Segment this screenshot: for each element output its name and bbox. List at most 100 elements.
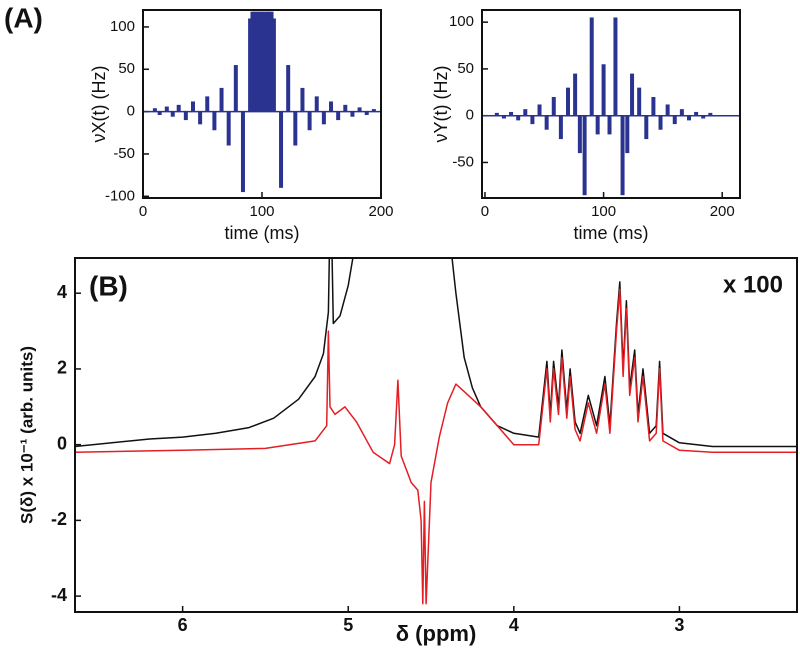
bar xyxy=(637,87,642,116)
bar xyxy=(233,65,238,112)
y-axis-label: S(δ) x 10⁻¹ (arb. units) xyxy=(17,346,36,524)
bar xyxy=(329,101,334,112)
bar xyxy=(694,111,699,116)
spectrum-line xyxy=(75,258,797,448)
bar xyxy=(644,115,649,140)
bar xyxy=(248,18,253,112)
bar xyxy=(601,64,606,116)
bar xyxy=(350,111,355,117)
bar xyxy=(364,111,369,116)
bar xyxy=(501,115,506,119)
bar xyxy=(651,96,656,116)
bar xyxy=(357,107,362,112)
plot-frame xyxy=(74,257,798,613)
x-tick-label: 3 xyxy=(674,615,684,635)
bar xyxy=(665,104,670,116)
x-axis-label: δ (ppm) xyxy=(396,621,477,646)
y-tick-label: 2 xyxy=(57,358,67,378)
bar xyxy=(494,112,499,116)
x-axis-label: time (ms) xyxy=(574,223,649,243)
bar xyxy=(257,11,262,112)
y-tick-label: 100 xyxy=(449,13,474,30)
x-tick-label: 0 xyxy=(139,203,147,220)
bar xyxy=(509,111,514,116)
bar xyxy=(152,108,157,112)
panel-label: (A) xyxy=(4,2,43,33)
bar xyxy=(176,104,181,112)
bar xyxy=(630,73,635,116)
bar xyxy=(566,87,570,116)
bar xyxy=(240,111,245,193)
spectrum-line xyxy=(75,288,797,605)
bar xyxy=(226,111,231,146)
x-tick-label: 5 xyxy=(343,615,353,635)
panel-label: (B) xyxy=(89,270,128,301)
bar xyxy=(371,109,376,112)
bar xyxy=(686,115,691,121)
bar xyxy=(577,115,582,154)
y-tick-label: -100 xyxy=(105,187,135,204)
y-axis-label: νX(t) (Hz) xyxy=(89,66,109,143)
bar xyxy=(157,111,162,116)
bar xyxy=(530,115,535,125)
bar xyxy=(293,111,298,146)
bar xyxy=(279,111,284,188)
bar xyxy=(262,11,267,112)
x-tick-label: 100 xyxy=(249,203,274,220)
annotation: x 100 xyxy=(723,271,783,298)
bar xyxy=(551,96,556,116)
y-tick-label: 50 xyxy=(118,60,135,77)
y-tick-label: -2 xyxy=(51,509,67,529)
bar xyxy=(613,17,618,116)
bar xyxy=(205,96,210,112)
y-tick-label: 50 xyxy=(457,60,474,77)
y-tick-label: 4 xyxy=(57,282,67,302)
bar xyxy=(701,115,706,119)
bar xyxy=(658,115,663,130)
bar xyxy=(343,104,348,112)
y-tick-label: 0 xyxy=(466,107,474,124)
bar xyxy=(607,115,612,135)
y-tick-label: 100 xyxy=(110,18,135,35)
bar xyxy=(260,11,264,112)
bar xyxy=(544,115,549,130)
bar xyxy=(523,109,528,116)
x-axis-label: time (ms) xyxy=(225,223,300,243)
x-tick-label: 200 xyxy=(368,203,393,220)
y-tick-label: -50 xyxy=(452,153,474,170)
bar xyxy=(190,101,195,112)
bar xyxy=(198,111,203,125)
bar xyxy=(679,109,684,116)
bar xyxy=(264,11,269,112)
plot-frame xyxy=(142,9,382,199)
x-tick-label: 100 xyxy=(591,203,616,220)
bar xyxy=(672,115,677,125)
bar xyxy=(620,115,625,196)
bar xyxy=(183,111,188,121)
bar xyxy=(708,112,713,116)
y-tick-label: -4 xyxy=(51,585,67,605)
bar xyxy=(267,11,272,112)
y-tick-label: 0 xyxy=(57,433,67,453)
x-tick-label: 6 xyxy=(178,615,188,635)
bar xyxy=(625,115,630,154)
bar xyxy=(252,11,257,112)
bar xyxy=(300,87,305,112)
plot-frame xyxy=(481,9,741,199)
bar xyxy=(219,87,224,112)
bar xyxy=(595,115,600,135)
bar xyxy=(250,11,255,112)
bar xyxy=(271,18,276,112)
bar xyxy=(573,73,578,116)
bar xyxy=(558,115,563,140)
bar xyxy=(582,115,587,196)
bar xyxy=(336,111,341,121)
bar xyxy=(286,65,291,112)
y-axis-label: νY(t) (Hz) xyxy=(431,66,451,143)
x-tick-label: 4 xyxy=(509,615,519,635)
bar xyxy=(269,11,274,112)
plot-area xyxy=(75,258,797,605)
x-tick-label: 200 xyxy=(710,203,735,220)
bar xyxy=(589,17,594,116)
